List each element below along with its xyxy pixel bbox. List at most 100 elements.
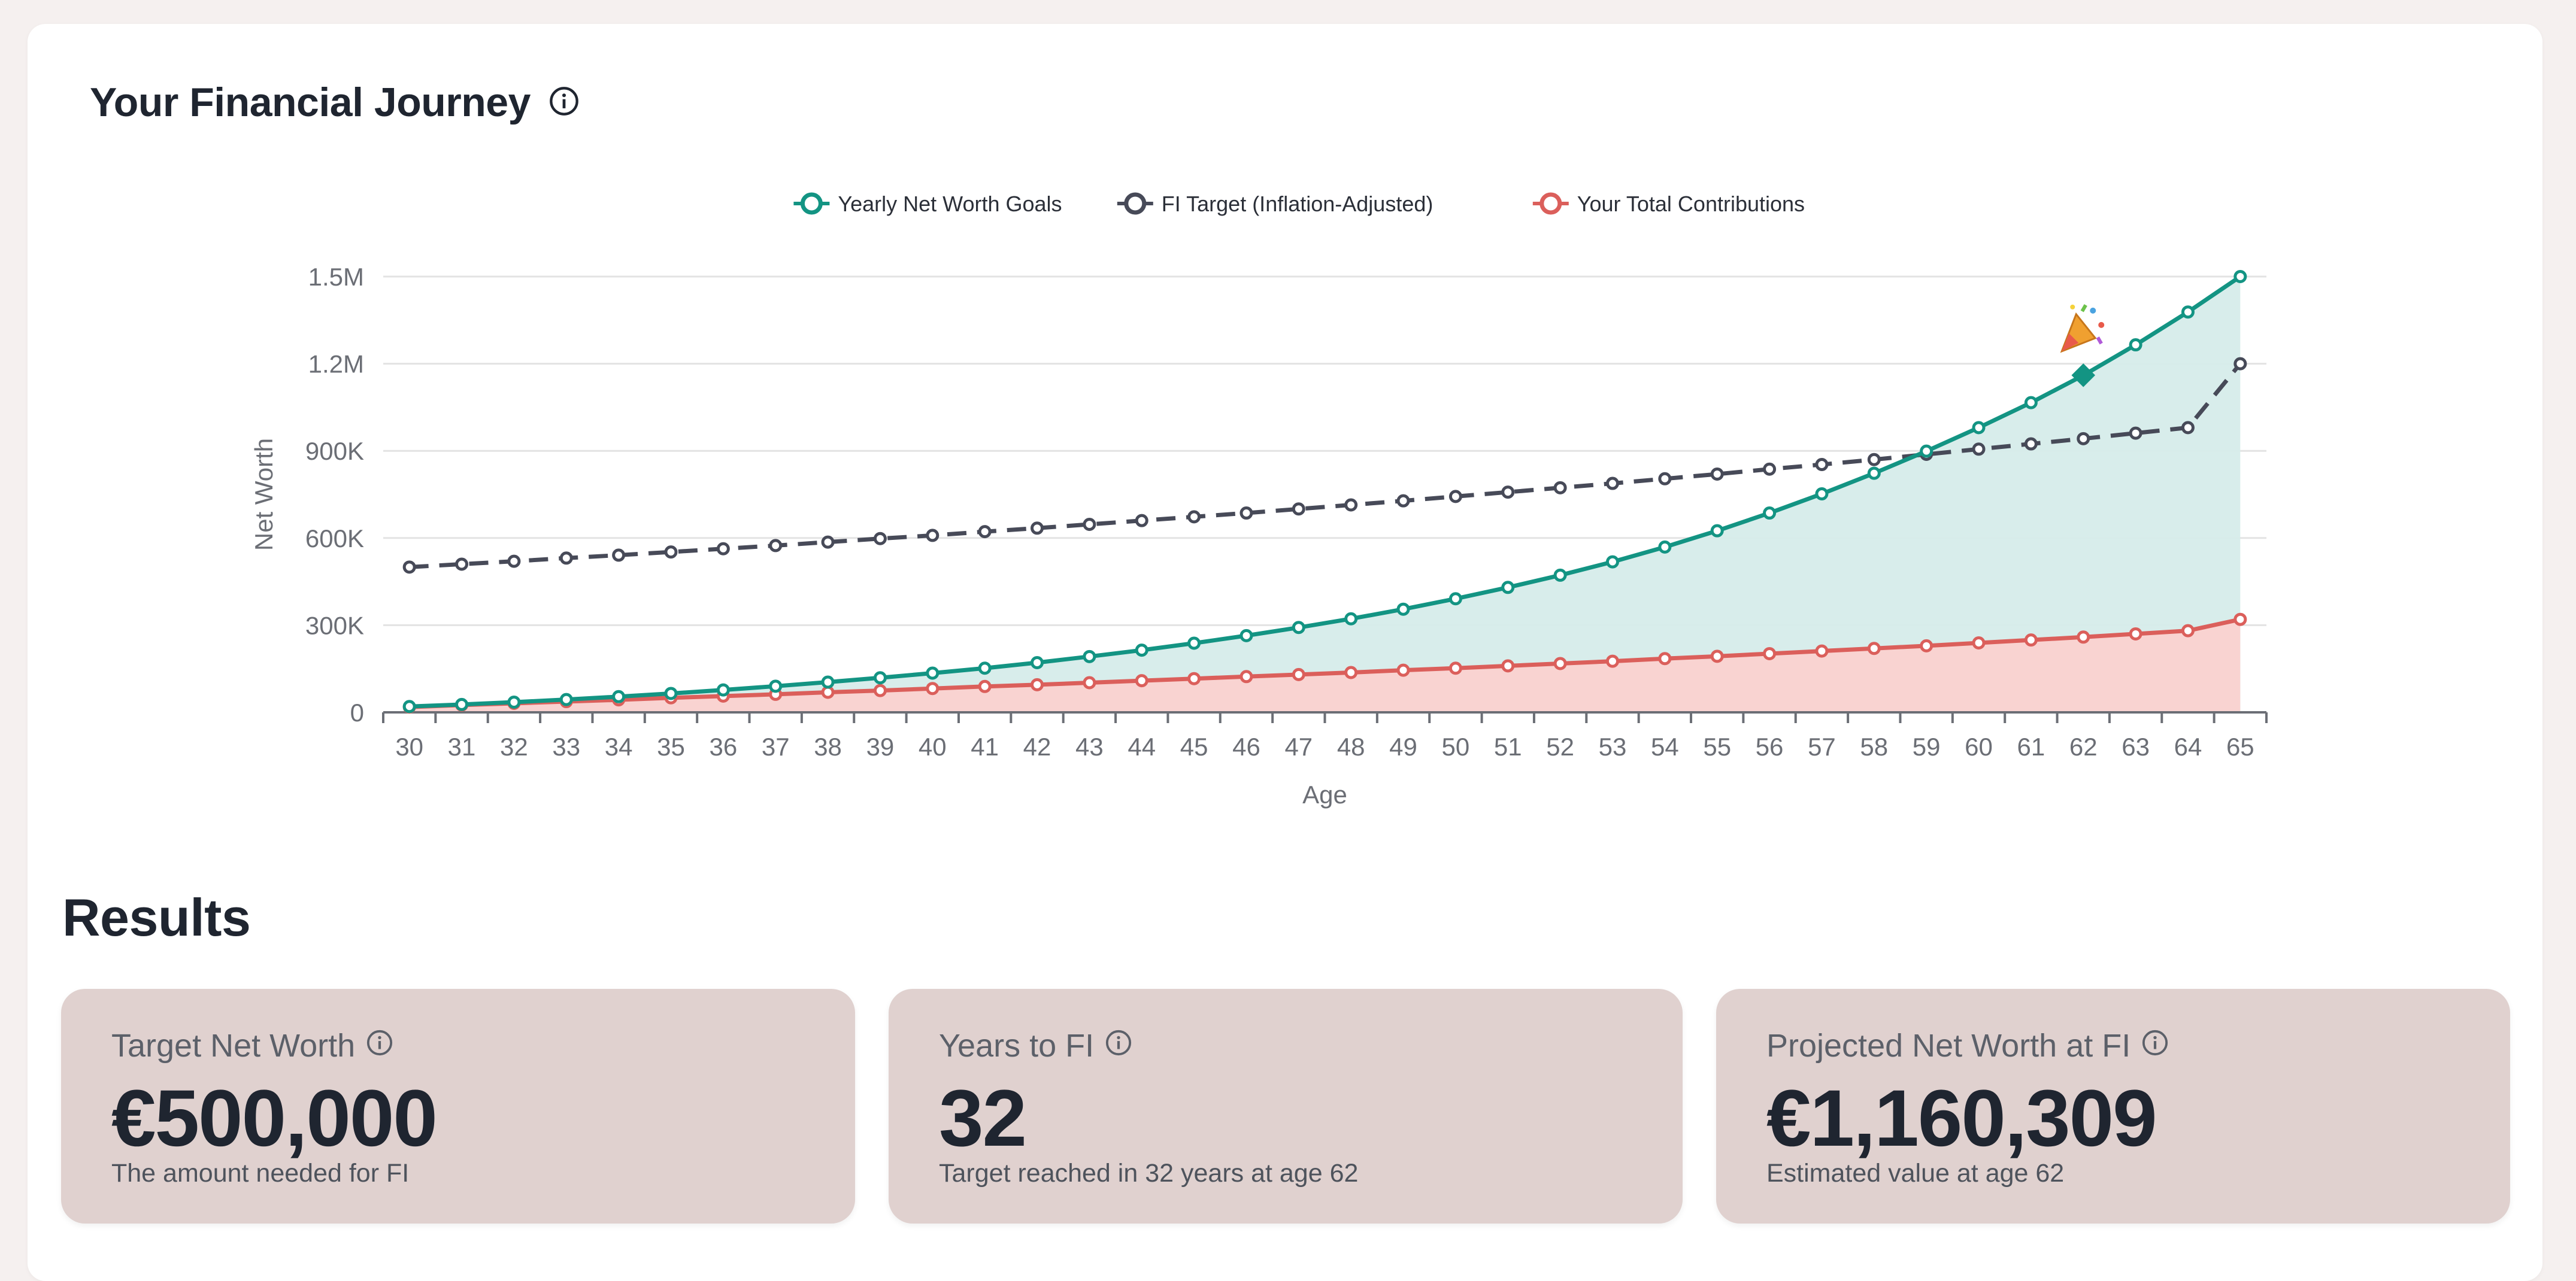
x-tick-label: 51 (1494, 733, 1522, 761)
data-point (1448, 661, 1462, 675)
y-tick-label: 600K (305, 524, 364, 553)
x-tick-label: 55 (1703, 733, 1731, 761)
data-point (402, 560, 416, 574)
legend-item: Your Total Contributions (1532, 192, 1805, 216)
data-point (1972, 421, 1986, 435)
y-tick-label: 1.2M (308, 350, 364, 378)
info-circle-icon[interactable] (1105, 1027, 1132, 1064)
data-point (978, 661, 992, 675)
data-point (1187, 636, 1201, 650)
data-point (1396, 663, 1410, 677)
data-point (2129, 338, 2142, 352)
x-axis-title: Age (1302, 781, 1347, 809)
data-point (1396, 494, 1410, 508)
data-point (821, 535, 835, 549)
target-net-worth-value: €500,000 (111, 1074, 438, 1163)
data-point (2181, 305, 2195, 319)
x-tick-label: 37 (762, 733, 790, 761)
data-point (1553, 568, 1567, 582)
data-point (2233, 357, 2247, 371)
data-point (1344, 498, 1358, 512)
series-line (409, 362, 2242, 569)
data-point (821, 675, 835, 689)
info-circle-icon[interactable] (2141, 1027, 2169, 1064)
data-point (1187, 510, 1201, 524)
x-tick-label: 53 (1599, 733, 1627, 761)
data-point (455, 697, 469, 711)
results-title: Results (62, 888, 251, 947)
x-tick-label: 65 (2226, 733, 2254, 761)
series-line (409, 617, 2241, 709)
x-tick-label: 50 (1442, 733, 1470, 761)
x-tick-label: 42 (1023, 733, 1051, 761)
goal-area (409, 277, 2241, 712)
data-point (559, 551, 573, 565)
data-point (1867, 453, 1881, 466)
data-point (716, 683, 730, 697)
data-point (1031, 521, 1044, 535)
data-point (1658, 540, 1672, 554)
data-point (2024, 633, 2038, 647)
data-point (1501, 485, 1515, 499)
x-tick-label: 40 (919, 733, 947, 761)
data-point (1239, 506, 1253, 520)
data-point (1448, 592, 1462, 606)
data-point (2129, 627, 2142, 640)
data-point (1867, 642, 1881, 655)
data-point (1553, 481, 1567, 494)
data-point (1605, 654, 1619, 668)
x-tick-label: 30 (395, 733, 423, 761)
data-point (1083, 649, 1096, 663)
x-tick-label: 35 (657, 733, 685, 761)
info-circle-icon[interactable] (366, 1027, 393, 1064)
data-point (1867, 466, 1881, 480)
x-tick-label: 47 (1284, 733, 1313, 761)
data-point (2233, 612, 2247, 626)
data-point (1135, 674, 1148, 688)
data-point (1396, 602, 1410, 616)
data-point (1031, 656, 1044, 670)
years-to-fi-label: Years to FI (939, 1028, 1095, 1064)
data-point (402, 700, 416, 714)
data-point (1239, 629, 1253, 642)
data-point (2077, 432, 2090, 445)
data-point (455, 557, 469, 571)
projected-net-worth-label-row: Projected Net Worth at FI (1766, 1027, 2169, 1064)
x-tick-label: 61 (2017, 733, 2045, 761)
x-tick-label: 56 (1756, 733, 1784, 761)
data-point (926, 529, 940, 542)
x-tick-label: 33 (552, 733, 580, 761)
data-point (2024, 437, 2038, 451)
info-circle-icon[interactable] (548, 86, 580, 120)
data-point (1292, 621, 1305, 635)
x-tick-label: 41 (971, 733, 999, 761)
data-point (716, 542, 730, 555)
data-point (1815, 458, 1829, 472)
data-point (926, 666, 940, 680)
projected-net-worth-label: Projected Net Worth at FI (1766, 1028, 2131, 1064)
x-tick-label: 32 (500, 733, 528, 761)
legend-item: FI Target (Inflation-Adjusted) (1117, 192, 1433, 216)
data-point (1135, 643, 1148, 657)
data-point (1083, 676, 1096, 690)
contributions-area (409, 619, 2241, 712)
data-point (559, 693, 573, 706)
x-tick-label: 57 (1808, 733, 1836, 761)
y-tick-label: 300K (305, 611, 364, 639)
data-point (1135, 514, 1148, 527)
target-net-worth-card: Target Net Worth €500,000 The amount nee… (61, 989, 855, 1224)
data-point (1763, 506, 1777, 520)
data-point (1815, 644, 1829, 658)
data-point (1292, 667, 1305, 681)
data-point (1501, 581, 1515, 594)
party-popper-icon (2060, 304, 2105, 353)
x-tick-label: 64 (2174, 733, 2202, 761)
projected-net-worth-subtitle: Estimated value at age 62 (1766, 1159, 2065, 1188)
data-point (978, 525, 992, 539)
data-point (769, 679, 783, 693)
x-tick-label: 63 (2122, 733, 2150, 761)
data-point (2181, 421, 2195, 435)
data-point (1344, 612, 1358, 626)
data-point (978, 679, 992, 693)
y-axis-title: Net Worth (250, 438, 278, 551)
